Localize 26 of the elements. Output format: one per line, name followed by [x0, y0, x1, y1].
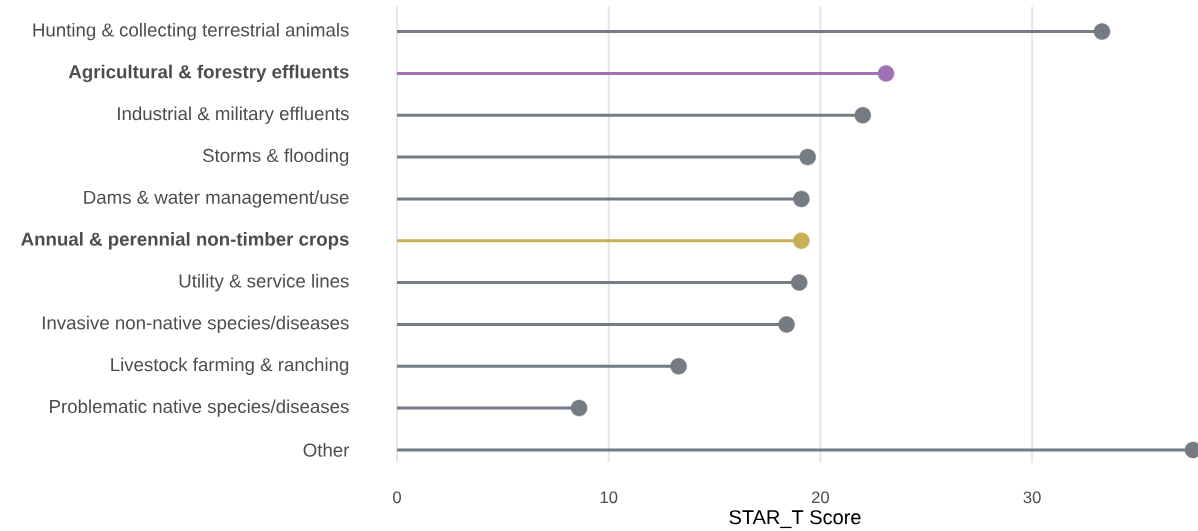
- x-tick-label: 10: [600, 491, 618, 504]
- point: [854, 106, 872, 124]
- y-tick-label: Dams & water management/use: [84, 190, 349, 208]
- point: [799, 148, 816, 166]
- point: [790, 274, 808, 291]
- point: [1093, 23, 1111, 40]
- y-tick-label: Annual & perennial non-timber crops: [21, 232, 349, 250]
- y-tick-label: Storms & flooding: [202, 148, 349, 166]
- y-tick-label: Problematic native species/diseases: [50, 399, 349, 417]
- x-tick-label: 0: [393, 491, 401, 504]
- point: [877, 65, 895, 82]
- x-axis-title: STAR_T Score: [729, 510, 861, 529]
- x-tick-label: 30: [1023, 491, 1041, 504]
- y-tick-label: Utility & service lines: [179, 273, 349, 292]
- y-tick-label: Hunting & collecting terrestrial animals: [33, 22, 349, 41]
- y-tick-label: Other: [303, 443, 350, 457]
- point: [570, 399, 588, 417]
- y-tick-label: Invasive non-native species/diseases: [42, 315, 349, 334]
- y-tick-label: Livestock farming & ranching: [111, 357, 349, 375]
- y-tick-label: Industrial & military effluents: [118, 106, 349, 124]
- point: [670, 357, 687, 375]
- point: [778, 316, 795, 333]
- y-tick-label: Agricultural & forestry effluents: [68, 64, 349, 83]
- point: [793, 232, 810, 250]
- point: [793, 190, 810, 208]
- x-tick-label: 20: [811, 491, 830, 504]
